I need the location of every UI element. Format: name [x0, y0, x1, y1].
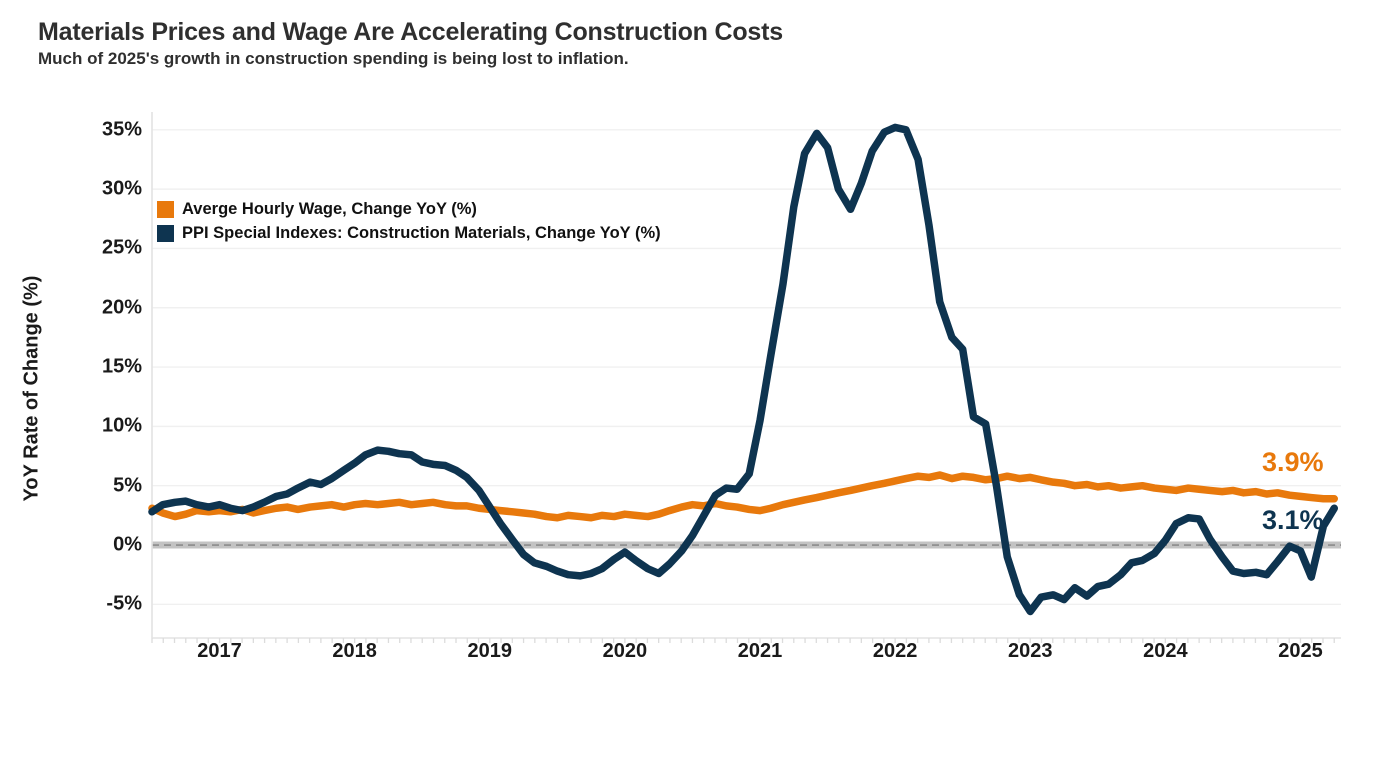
legend-item-ppi: PPI Special Indexes: Construction Materi… — [157, 222, 661, 245]
series-lines — [148, 123, 1338, 616]
navy-square-swatch — [157, 225, 174, 242]
gridlines — [152, 129, 1341, 606]
series-line-ppi — [148, 123, 1338, 616]
y-axis-tick-label: 25% — [101, 236, 142, 259]
axis-lines — [151, 112, 1341, 643]
x-axis-tick-label: 2025 — [1278, 640, 1323, 662]
x-axis-tick-label: 2019 — [467, 640, 513, 662]
y-axis-tick-label: 20% — [101, 296, 142, 319]
y-axis-tick-labels: -5% 0% 5% 10% 15% 20% 25% 30% 35% — [36, 0, 142, 759]
x-axis-tick-label: 2023 — [1007, 640, 1053, 662]
x-axis-tick-label: 2020 — [602, 640, 648, 662]
y-axis-tick-label: 5% — [113, 474, 142, 497]
end-value-label-wage: 3.9% — [1262, 447, 1324, 477]
legend-item-wage: Averge Hourly Wage, Change YoY (%) — [157, 198, 661, 221]
x-axis-tick-label: 2018 — [332, 640, 377, 662]
y-axis-tick-label: 10% — [101, 414, 142, 437]
legend-item-label: Averge Hourly Wage, Change YoY (%) — [182, 200, 477, 218]
title-block: Materials Prices and Wage Are Accelerati… — [38, 18, 1338, 69]
end-value-label-ppi: 3.1% — [1262, 505, 1324, 535]
y-axis-tick-label: -5% — [106, 592, 142, 615]
x-axis-tick-label: 2024 — [1143, 640, 1188, 662]
page-title: Materials Prices and Wage Are Accelerati… — [38, 18, 783, 46]
x-axis-tick-label: 2021 — [737, 640, 783, 662]
orange-square-swatch — [157, 201, 174, 218]
series-line-wage — [148, 471, 1338, 522]
x-axis-tick-label: 2022 — [872, 640, 918, 662]
y-axis-tick-label: 0% — [113, 533, 142, 556]
y-axis-tick-label: 15% — [101, 355, 142, 378]
legend-item-label: PPI Special Indexes: Construction Materi… — [182, 224, 661, 242]
chart-legend: Averge Hourly Wage, Change YoY (%) PPI S… — [157, 198, 661, 246]
y-axis-tick-label: 35% — [101, 118, 142, 141]
y-axis-tick-label: 30% — [101, 177, 142, 200]
x-axis-tick-label: 2017 — [197, 640, 242, 662]
page-subtitle: Much of 2025's growth in construction sp… — [38, 49, 629, 68]
